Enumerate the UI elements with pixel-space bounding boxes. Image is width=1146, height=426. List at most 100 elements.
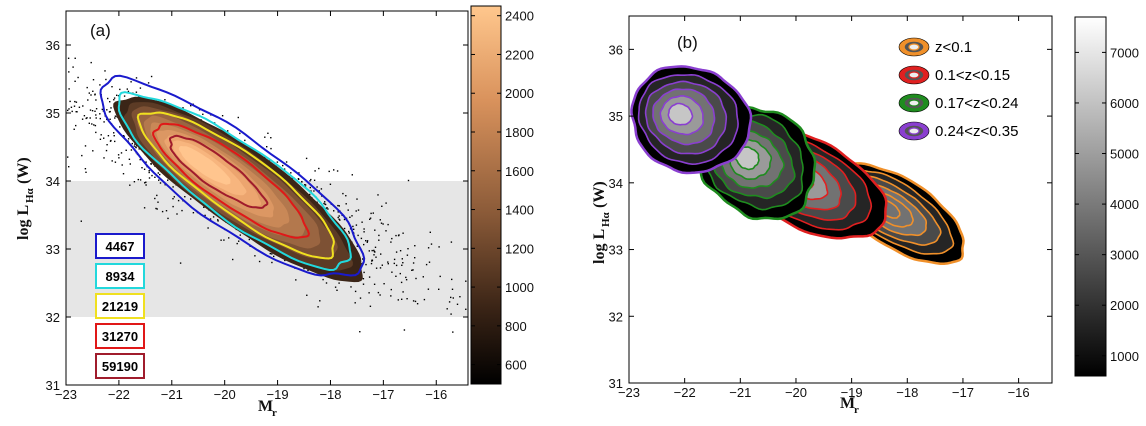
x-tick-label: −18 [896,385,918,400]
series-contour [667,102,694,126]
scatter-point [303,267,305,270]
scatter-point [75,111,77,113]
scatter-point [465,308,467,310]
scatter-point [338,215,340,217]
scatter-point [81,154,83,157]
scatter-point [264,136,266,138]
y-tick-label: 34 [609,176,623,191]
panel-a-density-map [113,96,363,283]
scatter-point [350,286,352,288]
scatter-point [130,149,133,151]
scatter-point [371,260,373,262]
colorbar-tick-label: 1600 [505,164,534,179]
contour-outline [152,122,310,239]
scatter-point [369,217,372,219]
scatter-point [373,249,375,252]
scatter-point [451,278,453,281]
scatter-point [156,194,158,197]
scatter-point [90,94,92,96]
scatter-point [46,102,47,103]
scatter-point [99,84,101,86]
scatter-point [239,132,241,135]
scatter-point [49,92,50,93]
scatter-point [228,237,230,239]
scatter-point [117,95,120,97]
scatter-point [127,90,130,93]
scatter-point [402,232,404,234]
scatter-point [316,186,318,188]
scatter-point [276,161,279,163]
count-box [95,353,145,379]
scatter-point [282,164,284,167]
scatter-point [190,105,192,107]
scatter-point [120,152,123,154]
scatter-point [27,77,28,78]
scatter-point [377,291,380,294]
scatter-point [373,254,375,256]
scatter-point [351,174,353,176]
scatter-point [139,87,142,89]
scatter-point [73,105,76,107]
scatter-point [450,313,452,315]
scatter-point [37,95,38,96]
scatter-point [126,88,128,90]
y-tick-label: 33 [46,242,60,257]
scatter-point [26,88,27,89]
colorbar-tick-label: 1200 [505,241,534,256]
y-tick-label: 35 [609,109,623,124]
scatter-point [19,57,20,58]
scatter-point [177,199,180,202]
scatter-point [209,218,212,220]
scatter-point [405,279,408,281]
scatter-point [99,138,102,140]
scatter-point [22,102,23,103]
scatter-point [76,111,78,113]
panel-a: −23 −22 −21 −20 −19 −18 −17 −16 31 32 33 34 35 36 (a)… [6,5,534,419]
scatter-point [212,216,215,218]
scatter-point [395,275,397,277]
scatter-point [393,262,395,265]
scatter-point [397,234,400,237]
scatter-point [402,262,404,264]
scatter-point [88,92,90,94]
scatter-point [119,126,121,128]
count-box [95,293,145,319]
scatter-point [88,122,90,124]
scatter-point [361,221,363,223]
x-tick-label: −19 [841,385,863,400]
scatter-point [232,258,234,261]
scatter-point [176,213,178,215]
legend-swatch [908,43,920,51]
scatter-point [438,246,440,248]
y-tick-label: 32 [609,309,623,324]
scatter-point [401,264,403,266]
scatter-point [6,94,7,95]
scatter-point [336,170,339,172]
scatter-point [89,117,91,119]
scatter-point [40,72,41,73]
scatter-point [60,95,61,96]
scatter-point [184,196,186,198]
scatter-point [324,201,326,203]
scatter-point [333,169,335,171]
scatter-point [75,101,78,103]
scatter-point [328,170,330,173]
scatter-point [39,76,40,77]
scatter-point [95,108,98,110]
scatter-point [270,147,272,150]
panel-a-ylabel-main: log L [15,205,32,240]
scatter-point [456,303,459,305]
scatter-point [248,238,250,241]
scatter-point [264,156,266,158]
scatter-point [118,157,120,159]
scatter-point [304,184,306,186]
scatter-point [223,239,225,241]
scatter-point [373,283,376,285]
x-tick-label: −22 [674,385,696,400]
scatter-point [167,217,169,220]
scatter-point [345,195,347,197]
scatter-point [356,198,358,200]
colorbar-tick-label: 1400 [505,203,534,218]
scatter-point [381,205,383,207]
panel-a-xlabel-main: M [258,398,273,415]
